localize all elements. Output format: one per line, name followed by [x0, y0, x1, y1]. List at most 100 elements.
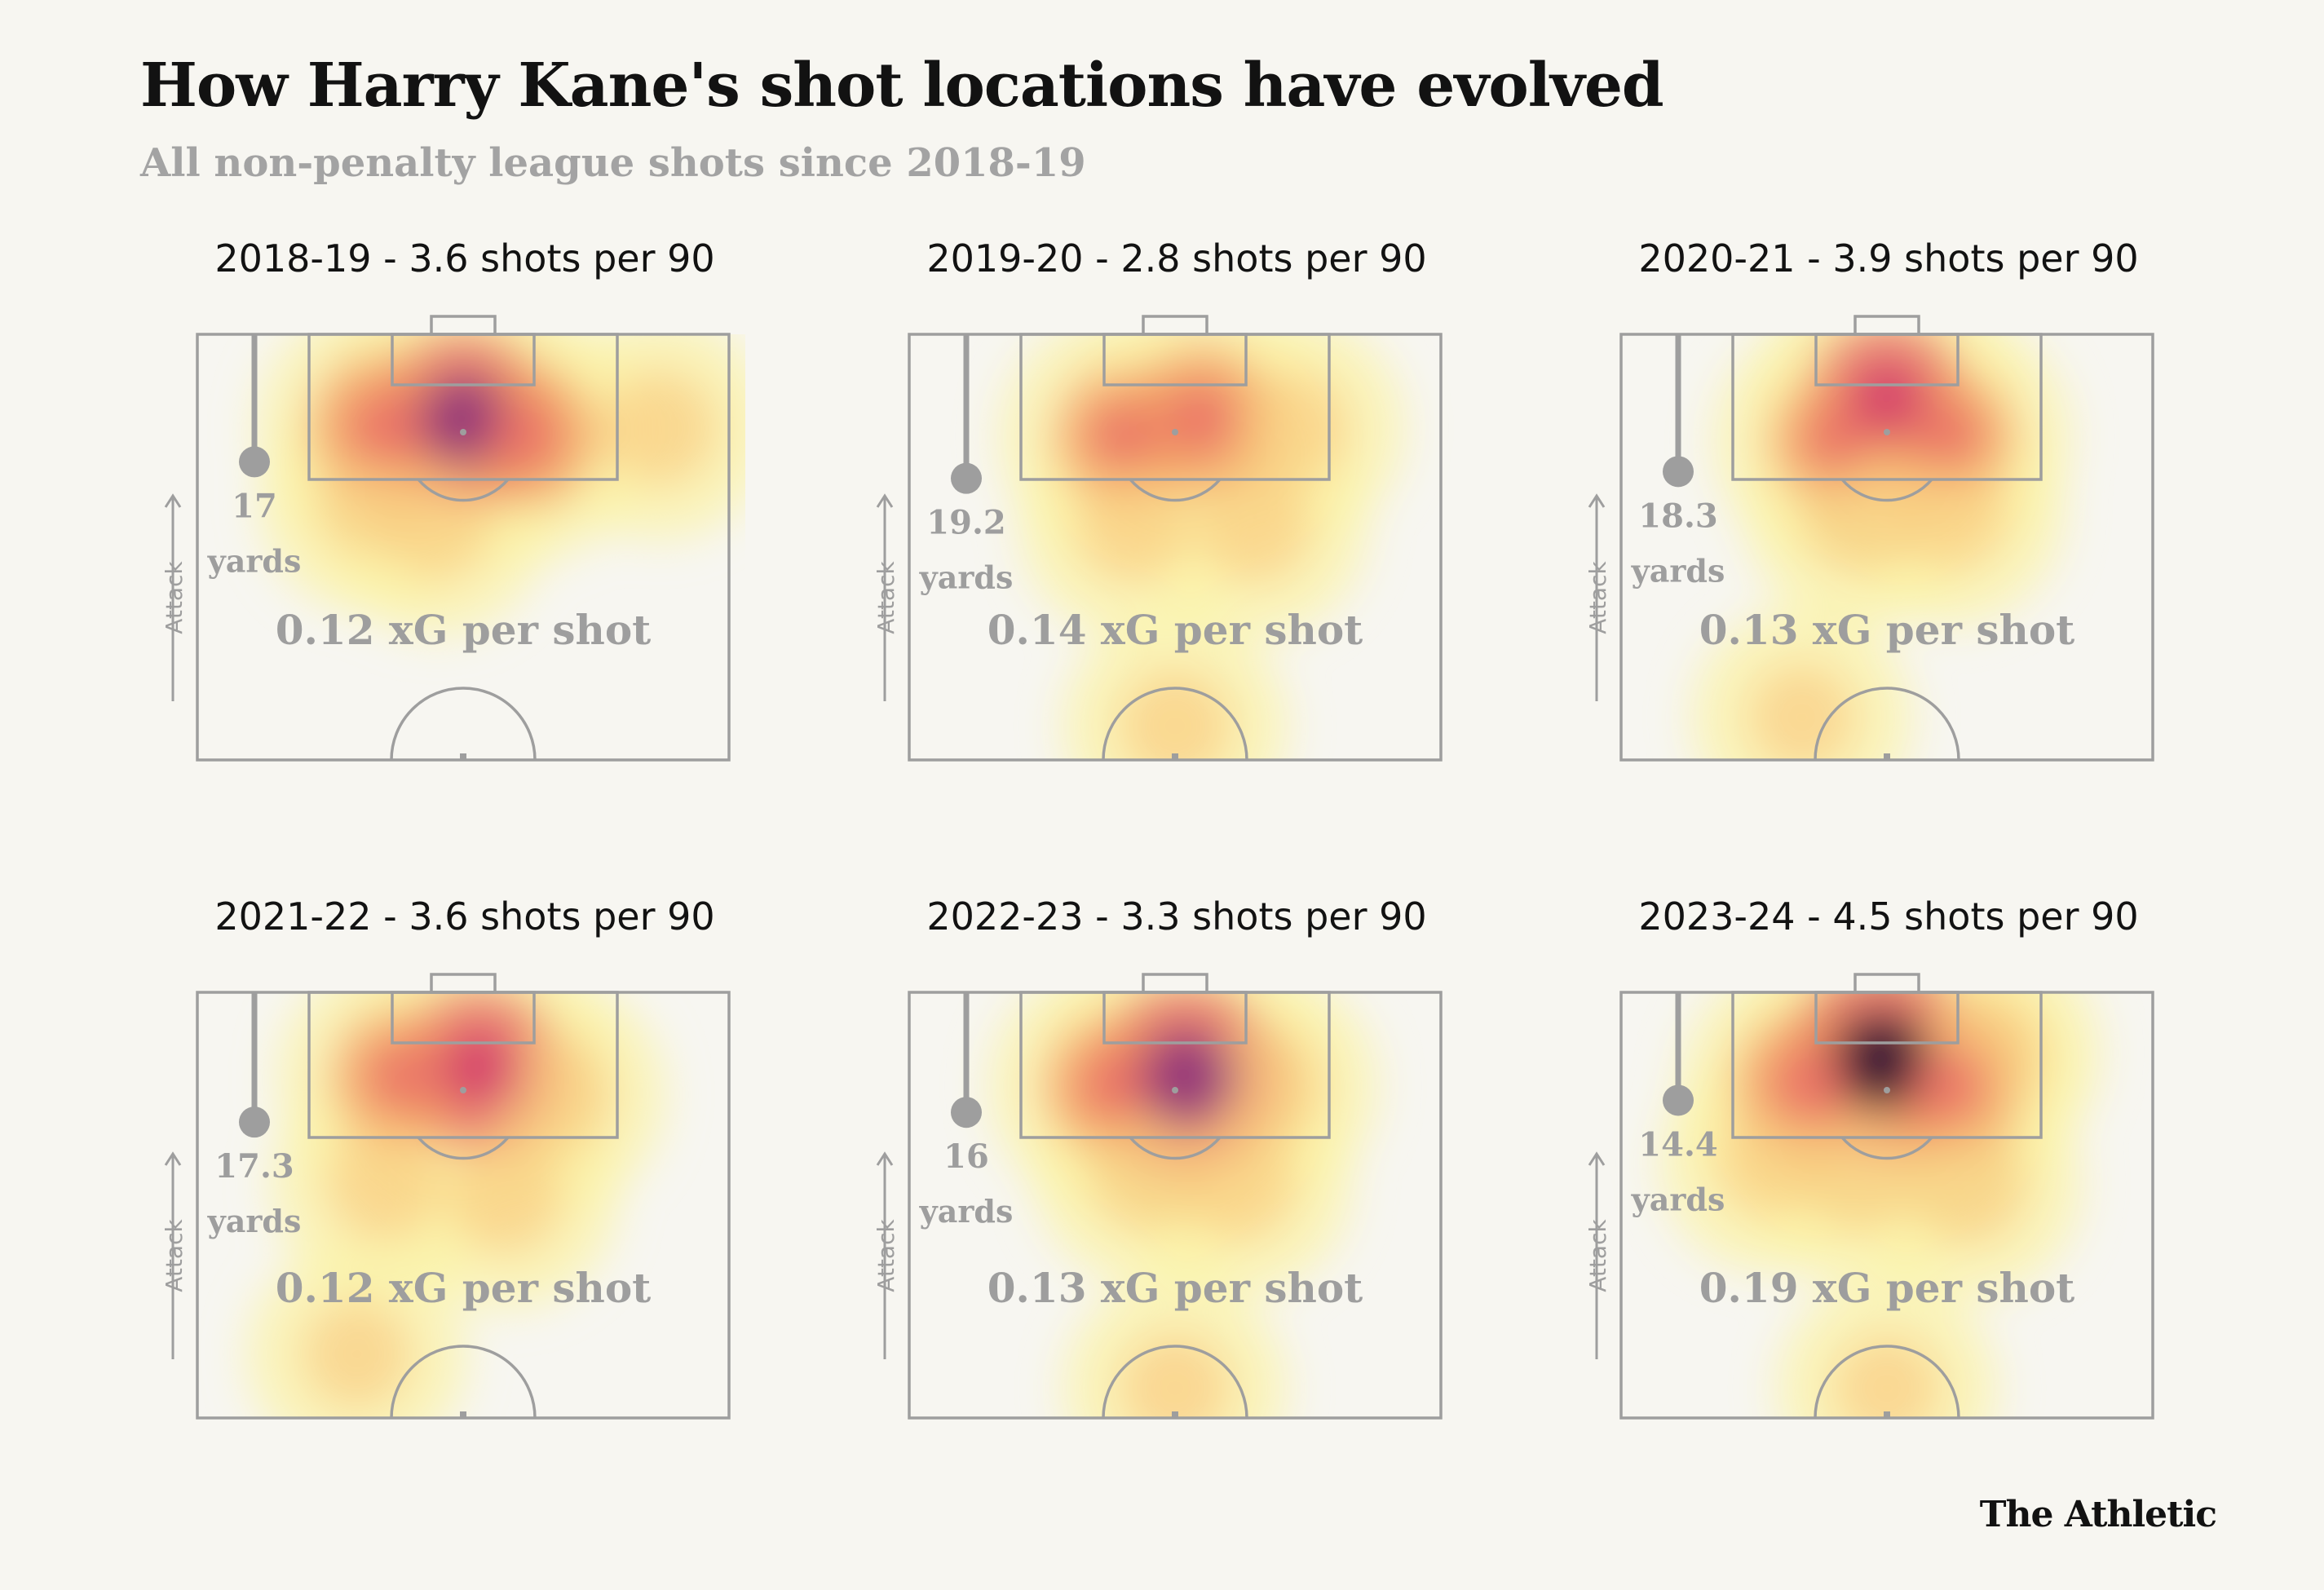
goal	[1853, 315, 1920, 336]
heat-core	[418, 373, 509, 466]
distance-unit: yards	[207, 542, 302, 579]
distance-dot	[951, 1097, 982, 1128]
centre-circle	[1814, 687, 1960, 761]
pitch-chart: 19.2 yards Attack 0.14 xG per shot	[873, 315, 1443, 762]
penalty-spot	[1172, 1087, 1178, 1093]
attack-arrow-head	[876, 493, 894, 508]
pitch-chart: 16 yards Attack 0.13 xG per shot	[873, 973, 1443, 1420]
heat-core	[1137, 1028, 1235, 1127]
heat-mid	[1799, 452, 1921, 574]
heat-core	[491, 400, 563, 473]
chart-title: How Harry Kane's shot locations have evo…	[140, 51, 1664, 121]
panel-2021-22: 17.3 yards Attack 0.12 xG per shot 2021-22 …	[147, 894, 783, 1482]
heat-mid	[448, 1138, 564, 1255]
penalty-spot	[460, 1087, 466, 1093]
pitch-lines	[908, 315, 1443, 762]
heat-core	[1164, 382, 1239, 457]
pitch-chart: 14.4 yards Attack 0.19 xG per shot	[1584, 973, 2154, 1420]
xg-per-shot: 0.19 xG per shot	[1699, 1264, 2075, 1312]
attack-arrow-head	[164, 1151, 182, 1166]
panel-2023-24: 14.4 yards Attack 0.19 xG per shot 2023-24 …	[1571, 894, 2207, 1482]
heat-core	[1918, 404, 1984, 470]
penalty-arc	[1840, 1136, 1933, 1160]
panel-2022-23: 16 yards Attack 0.13 xG per shot 2022-23 - …	[859, 894, 1495, 1482]
heat-core	[1800, 408, 1867, 474]
heat-mid	[1181, 1125, 1297, 1242]
goal	[1142, 973, 1208, 994]
distance-dot	[239, 1106, 270, 1138]
distance-unit: yards	[1631, 1181, 1725, 1217]
heat-mid	[1893, 455, 2009, 572]
attack-label: Attack	[1584, 1219, 1611, 1292]
heat-core	[1770, 1048, 1845, 1124]
attack-arrow-head	[164, 493, 182, 508]
heat-core	[346, 390, 422, 466]
heat-core	[365, 1043, 434, 1112]
pitch-lines	[908, 973, 1443, 1420]
centre-spot	[460, 753, 466, 760]
penalty-spot	[1172, 429, 1178, 435]
penalty-arc	[1129, 478, 1222, 502]
penalty-spot	[1884, 1087, 1890, 1093]
heat-mid	[325, 1125, 442, 1242]
attack-label: Attack	[873, 1219, 899, 1292]
chart-subtitle: All non-penalty league shots since 2018-…	[140, 140, 1086, 186]
distance-value: 14.4	[1638, 1125, 1717, 1164]
panel-title: 2019-20 - 2.8 shots per 90	[926, 236, 1427, 280]
heat-core	[1076, 1051, 1146, 1120]
penalty-spot	[460, 429, 466, 435]
penalty-arc	[417, 478, 510, 502]
pitch-chart: 17.3 yards Attack 0.12 xG per shot	[161, 973, 731, 1420]
attack-label: Attack	[873, 561, 899, 634]
heat-mid	[1196, 467, 1313, 584]
heat-mid	[315, 452, 420, 557]
xg-per-shot: 0.12 xG per shot	[276, 606, 652, 654]
panel-title: 2018-19 - 3.6 shots per 90	[214, 236, 715, 280]
centre-spot	[460, 1411, 466, 1418]
centre-spot	[1172, 1411, 1178, 1418]
heat-core	[1831, 1009, 1933, 1111]
xg-per-shot: 0.12 xG per shot	[276, 1264, 652, 1312]
attack-arrow-head	[1588, 1151, 1606, 1166]
heat-mid	[1715, 1107, 1826, 1218]
centre-spot	[1884, 1411, 1890, 1418]
distance-value: 17.3	[214, 1147, 294, 1186]
heat-mid	[302, 1299, 413, 1410]
panel-2020-21: 18.3 yards Attack 0.13 xG per shot 2020-21 …	[1571, 236, 2207, 824]
heatmap-layer	[256, 334, 745, 636]
centre-circle	[390, 1345, 537, 1419]
heat-mid	[1074, 467, 1191, 584]
distance-dot	[1663, 456, 1694, 488]
heat-core	[1087, 402, 1156, 471]
panel-title: 2020-21 - 3.9 shots per 90	[1638, 236, 2139, 280]
xg-per-shot: 0.13 xG per shot	[1699, 606, 2075, 654]
attack-arrow-head	[876, 1151, 894, 1166]
centre-circle	[1102, 1345, 1248, 1419]
attack-label: Attack	[161, 561, 188, 634]
distance-dot	[951, 462, 982, 494]
panel-title: 2022-23 - 3.3 shots per 90	[926, 894, 1427, 939]
goal	[1853, 973, 1920, 994]
attack-arrow-head	[1588, 493, 1606, 508]
distance-unit: yards	[207, 1203, 302, 1239]
goal	[430, 315, 497, 336]
heat-mid	[1831, 1332, 1942, 1418]
heat-mid	[1118, 1331, 1232, 1418]
heat-mid	[1906, 1123, 2028, 1245]
distance-value: 18.3	[1638, 497, 1717, 535]
distance-dot	[239, 446, 270, 478]
distance-unit: yards	[919, 559, 1014, 596]
heatmap-layer	[1659, 992, 2101, 1418]
heat-mid	[1234, 369, 1350, 486]
heat-core	[1913, 1048, 1989, 1124]
distance-value: 17	[232, 487, 277, 525]
distance-dot	[1663, 1084, 1694, 1116]
heat-mid	[602, 369, 718, 486]
penalty-arc	[1840, 478, 1933, 502]
heatmap-layer	[999, 334, 1405, 760]
goal	[1142, 315, 1208, 336]
panel-title: 2023-24 - 4.5 shots per 90	[1638, 894, 2139, 939]
heatmap-layer	[1691, 334, 2071, 760]
penalty-spot	[1884, 429, 1890, 435]
attack-label: Attack	[1584, 561, 1611, 634]
